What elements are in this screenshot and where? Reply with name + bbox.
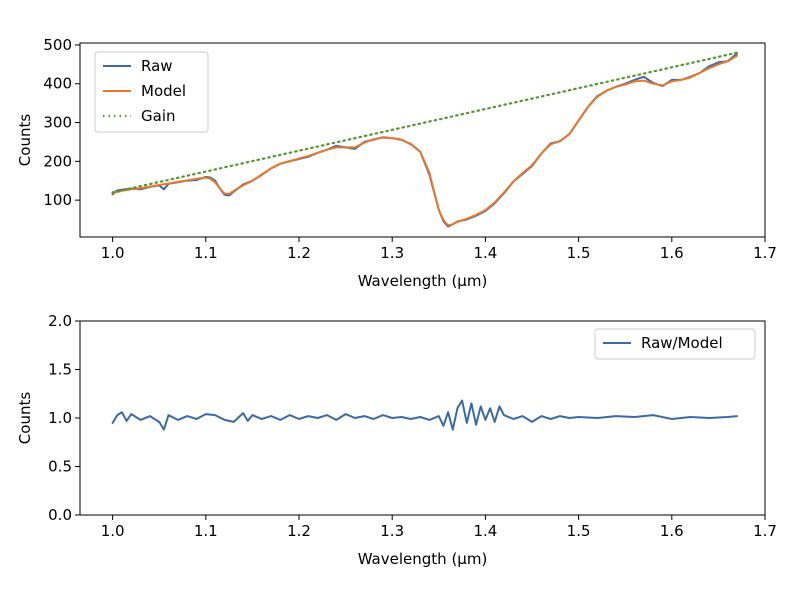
x-tick-label: 1.4 xyxy=(473,522,497,540)
y-tick-label: 100 xyxy=(43,191,72,209)
y-tick-label: 0.0 xyxy=(48,506,72,524)
legend-label: Gain xyxy=(141,107,176,125)
legend-label: Model xyxy=(141,82,186,100)
x-tick-label: 1.1 xyxy=(194,244,218,262)
x-tick-label: 1.7 xyxy=(753,522,777,540)
series-group xyxy=(111,51,739,228)
x-tick-label: 1.3 xyxy=(380,522,404,540)
series-group xyxy=(111,399,738,431)
x-tick-label: 1.2 xyxy=(287,244,311,262)
legend-box xyxy=(94,51,209,133)
y-tick-label: 200 xyxy=(43,152,72,170)
y-tick-label: 0.5 xyxy=(48,458,72,476)
series-line-raw-model xyxy=(111,399,738,431)
x-axis-label: Wavelength (μm) xyxy=(358,550,488,568)
series-line-gain xyxy=(111,51,739,194)
y-tick-label: 2.0 xyxy=(48,312,72,330)
x-tick-label: 1.0 xyxy=(101,244,125,262)
x-tick-label: 1.7 xyxy=(753,244,777,262)
y-tick-label: 1.0 xyxy=(48,409,72,427)
top-panel: 1.0 1.1 1.2 1.3 1.4 1.5 1.6 1.7 100 200 300 400 500 W… xyxy=(16,36,777,290)
x-tick-label: 1.4 xyxy=(473,244,497,262)
y-tick-label: 300 xyxy=(43,114,72,132)
y-tick-label: 400 xyxy=(43,75,72,93)
x-tick-label: 1.5 xyxy=(567,522,591,540)
y-axis-label: Counts xyxy=(16,392,34,445)
x-tick-label: 1.3 xyxy=(380,244,404,262)
x-axis-label: Wavelength (μm) xyxy=(358,272,488,290)
legend-label: Raw xyxy=(141,57,173,75)
x-tick-label: 1.6 xyxy=(660,244,684,262)
x-tick-label: 1.5 xyxy=(567,244,591,262)
y-tick-label: 1.5 xyxy=(48,361,72,379)
legend-label: Raw/Model xyxy=(641,334,723,352)
x-tick-label: 1.6 xyxy=(660,522,684,540)
legend-box xyxy=(594,328,756,360)
axes-frame xyxy=(79,42,766,238)
y-tick-label: 500 xyxy=(43,36,72,54)
bottom-panel: 1.0 1.1 1.2 1.3 1.4 1.5 1.6 1.7 0.0 0.5 1.0 1.5 2.0 W… xyxy=(16,312,777,568)
series-line-model xyxy=(111,54,738,227)
x-tick-label: 1.2 xyxy=(287,522,311,540)
x-tick-label: 1.1 xyxy=(194,522,218,540)
y-axis-label: Counts xyxy=(16,114,34,167)
x-tick-label: 1.0 xyxy=(101,522,125,540)
